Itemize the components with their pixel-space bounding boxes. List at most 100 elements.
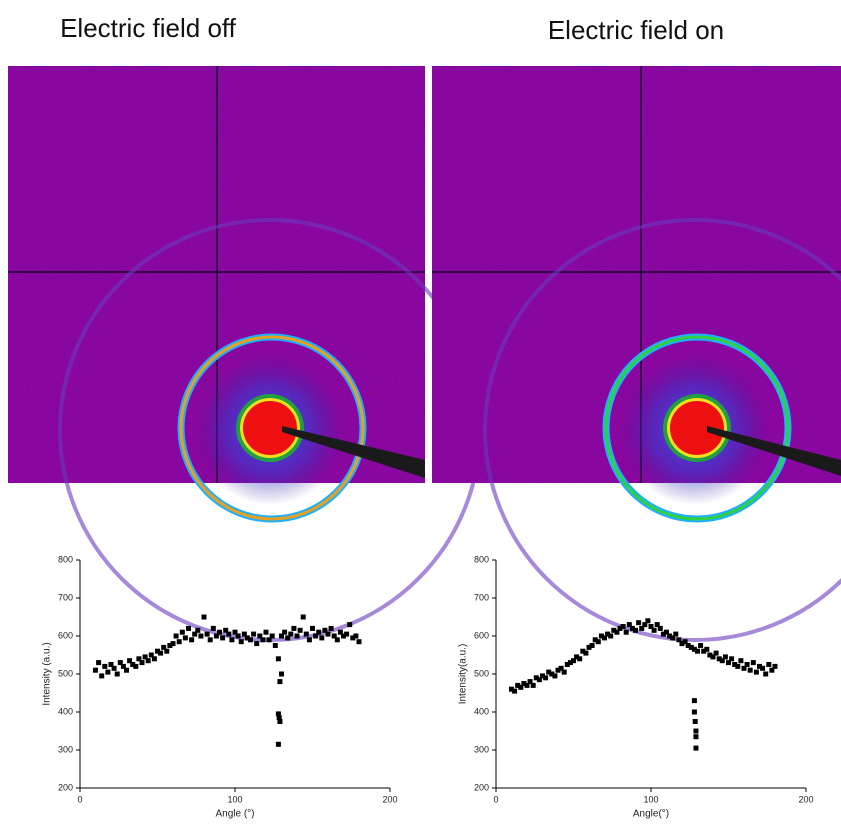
point <box>695 648 700 654</box>
point <box>186 625 191 631</box>
point <box>707 652 713 658</box>
point <box>654 622 660 628</box>
point <box>170 641 176 647</box>
point <box>735 663 741 669</box>
y-tick-label: 500 <box>58 668 73 678</box>
point <box>238 639 244 645</box>
point <box>769 667 775 673</box>
point <box>598 633 604 639</box>
point <box>127 658 133 664</box>
point <box>698 643 704 648</box>
point <box>738 658 744 664</box>
point <box>210 625 216 631</box>
point <box>564 662 570 667</box>
point <box>602 635 607 641</box>
point <box>204 631 210 637</box>
point <box>120 663 126 669</box>
point <box>263 629 269 635</box>
point <box>325 631 331 637</box>
y-tick-label: 700 <box>474 592 489 602</box>
point <box>306 637 312 643</box>
point <box>571 658 576 664</box>
point <box>130 662 136 667</box>
x-tick-label: 200 <box>382 794 397 804</box>
diffraction-image <box>432 66 841 642</box>
point <box>142 654 148 660</box>
point <box>688 644 694 650</box>
point <box>282 629 288 635</box>
point <box>693 745 699 751</box>
point <box>331 633 337 639</box>
point <box>679 641 685 647</box>
y-axis-label: Intensity(a.u.) <box>458 644 469 705</box>
point <box>347 622 353 628</box>
point <box>201 614 207 620</box>
point <box>546 669 552 675</box>
point <box>536 677 542 683</box>
point <box>269 633 275 639</box>
point <box>297 627 303 633</box>
y-tick-label: 600 <box>58 630 73 640</box>
point <box>642 622 648 628</box>
point <box>704 646 710 652</box>
point <box>620 624 626 629</box>
x-tick-label: 200 <box>798 794 813 804</box>
point <box>276 715 282 721</box>
point <box>105 669 111 675</box>
point <box>350 635 356 641</box>
point <box>558 665 564 671</box>
point <box>117 660 123 666</box>
point <box>583 650 589 656</box>
point <box>747 667 753 673</box>
point <box>207 637 213 643</box>
point <box>664 629 669 635</box>
y-tick-label: 700 <box>58 592 73 602</box>
point <box>322 627 328 633</box>
x-axis-label: Angle(°) <box>633 809 669 820</box>
point <box>710 654 716 660</box>
point <box>693 728 699 734</box>
point <box>518 684 524 690</box>
point <box>608 633 614 639</box>
point <box>344 631 350 637</box>
point <box>757 663 762 669</box>
point <box>313 633 319 639</box>
point <box>772 663 778 669</box>
point <box>605 631 611 637</box>
point <box>750 660 756 666</box>
y-tick-label: 800 <box>474 554 489 564</box>
point <box>676 637 682 643</box>
point <box>198 633 204 639</box>
point <box>722 654 728 660</box>
point <box>595 639 601 645</box>
point <box>589 643 595 648</box>
point <box>636 620 642 626</box>
point <box>577 656 583 662</box>
point <box>251 631 257 637</box>
point <box>512 688 518 694</box>
point <box>217 629 222 635</box>
point <box>164 648 170 654</box>
point <box>248 637 253 643</box>
point <box>763 671 769 677</box>
point <box>648 624 654 629</box>
point <box>108 662 114 667</box>
point <box>555 667 561 673</box>
point <box>561 669 567 675</box>
point <box>592 637 598 643</box>
point <box>260 637 266 643</box>
point <box>99 673 105 679</box>
point <box>275 711 281 717</box>
point <box>760 665 766 671</box>
x-tick-label: 0 <box>77 794 82 804</box>
point <box>530 682 536 688</box>
point <box>693 734 699 740</box>
point <box>574 654 580 660</box>
point <box>133 663 139 669</box>
point <box>136 656 142 662</box>
point <box>567 660 573 666</box>
point <box>753 669 759 675</box>
point <box>341 633 346 639</box>
point <box>543 675 549 681</box>
